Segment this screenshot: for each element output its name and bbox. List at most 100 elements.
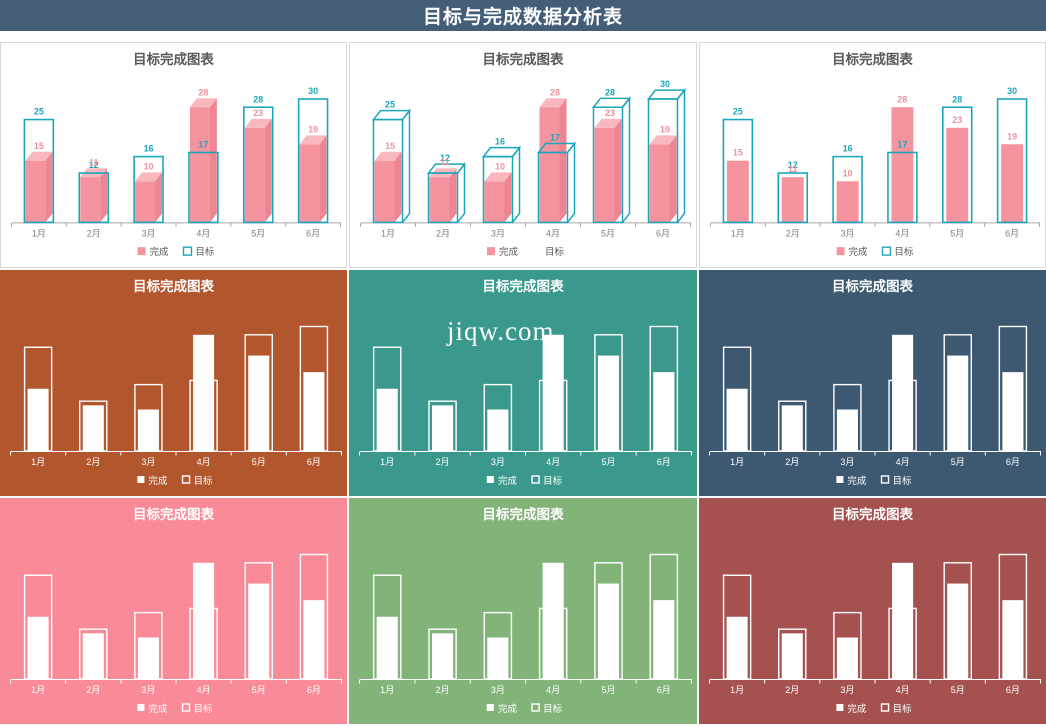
bar-completed-top-6月 [299, 135, 327, 145]
chart-panel-4[interactable]: 目标完成图表 1月 2月 3月 4月 5月 6月 完成 目标 [0, 270, 347, 496]
bar-completed-2月 [82, 633, 104, 679]
bar-completed-1月 [726, 616, 748, 679]
month-label-2月: 2月 [436, 457, 450, 467]
bar-completed-4月 [193, 562, 215, 679]
value-target-6月: 30 [308, 86, 318, 96]
legend-target-marker [880, 703, 890, 712]
box-target-3月 [833, 383, 862, 452]
chart-title: 目标完成图表 [832, 278, 914, 294]
box-target-side-3月 [511, 145, 521, 223]
bar-completed-side-5月 [264, 118, 272, 223]
bar-completed-4月 [891, 107, 914, 223]
bar-completed-front-4月 [189, 107, 210, 223]
box-target-6月 [996, 98, 1028, 224]
box-target-2月 [78, 172, 109, 224]
month-label-6月: 6月 [1005, 228, 1019, 238]
chart-panel-3[interactable]: 目标完成图表 25 15 1月 12 11 2月 16 10 3月 17 28 4月 28 23 5月 30 19… [699, 42, 1046, 268]
value-completed-2月: 11 [440, 157, 450, 167]
chart-panel-2[interactable]: 目标完成图表 25 15 1月 12 11 2月 16 10 3月 17 28 4月 28 23 5月 30 19… [349, 42, 697, 268]
bar-completed-4月 [542, 334, 564, 451]
legend-target-marker [531, 475, 540, 484]
chart-panel-7[interactable]: 目标完成图表 1月 2月 3月 4月 5月 6月 完成 目标 [0, 498, 347, 724]
bar-completed-front-3月 [484, 181, 505, 223]
box-target-5月 [943, 334, 972, 452]
value-target-3月: 16 [843, 144, 853, 154]
box-target-4月 [189, 379, 218, 452]
value-completed-2月: 11 [89, 157, 99, 167]
box-target-1月 [372, 574, 402, 680]
box-target-6月 [297, 98, 329, 224]
month-label-1月: 1月 [380, 685, 394, 695]
chart-panel-9[interactable]: 目标完成图表 1月 2月 3月 4月 5月 6月 完成 目标 [699, 498, 1046, 724]
box-target-1月 [722, 118, 754, 224]
month-label-4月: 4月 [546, 457, 560, 467]
chart-title: 目标完成图表 [482, 506, 564, 522]
bar-completed-side-1月 [394, 151, 402, 223]
chart-title: 目标完成图表 [133, 506, 215, 522]
bar-completed-3月 [836, 637, 858, 679]
legend-target-marker [881, 246, 892, 256]
legend-completed-marker [836, 704, 844, 711]
box-target-6月 [998, 553, 1028, 680]
month-label-2月: 2月 [436, 228, 450, 238]
bar-completed-5月 [947, 355, 969, 451]
value-target-3月: 16 [495, 137, 505, 147]
page-title: 目标与完成数据分析表 [422, 7, 623, 28]
box-target-5月 [943, 562, 972, 680]
box-target-2月 [778, 628, 807, 680]
value-completed-4月: 28 [897, 94, 907, 104]
month-label-1月: 1月 [731, 228, 745, 238]
legend-target-label: 目标 [545, 246, 565, 258]
box-target-5月 [594, 562, 623, 680]
month-label-6月: 6月 [306, 228, 320, 238]
chart-panel-1[interactable]: 目标完成图表 25 15 1月 12 11 2月 16 10 3月 17 28 4月 28 23 5月 30 19… [0, 42, 347, 268]
value-completed-2月: 11 [788, 164, 798, 174]
value-completed-5月: 23 [952, 115, 962, 125]
chart-title: 目标完成图表 [483, 51, 565, 67]
legend-completed-marker [137, 476, 145, 483]
bar-completed-1月 [726, 388, 748, 451]
bar-completed-3月 [487, 637, 509, 679]
value-completed-3月: 10 [843, 168, 853, 178]
bar-completed-front-6月 [649, 144, 670, 223]
bar-completed-side-6月 [669, 135, 677, 223]
value-completed-3月: 10 [495, 161, 505, 171]
bar-completed-5月 [248, 583, 270, 679]
chart-panel-6[interactable]: 目标完成图表 1月 2月 3月 4月 5月 6月 完成 目标 [699, 270, 1046, 496]
bar-completed-6月 [303, 372, 325, 451]
bar-completed-2月 [431, 405, 454, 451]
bar-completed-6月 [653, 372, 675, 451]
bar-completed-2月 [82, 405, 104, 451]
bar-completed-side-3月 [504, 172, 512, 223]
box-target-2月 [79, 628, 108, 680]
bar-completed-2月 [781, 177, 804, 223]
bar-completed-6月 [1002, 600, 1024, 679]
month-label-4月: 4月 [546, 685, 560, 695]
legend-completed-label: 完成 [148, 703, 168, 715]
legend-completed-marker [486, 704, 494, 711]
chart-panel-8[interactable]: 目标完成图表 1月 2月 3月 4月 5月 6月 完成 目标 [349, 498, 697, 724]
bar-completed-top-3月 [135, 172, 163, 182]
legend-target-label: 目标 [194, 475, 214, 487]
bar-completed-3月 [137, 637, 159, 679]
value-completed-4月: 28 [550, 87, 560, 97]
legend-completed-marker [137, 247, 146, 256]
box-target-6月 [649, 325, 679, 452]
legend-completed-marker [137, 704, 145, 711]
legend-completed-marker [486, 476, 494, 483]
legend-completed-marker [487, 247, 495, 256]
bar-completed-6月 [303, 600, 325, 679]
legend-completed-label: 完成 [499, 246, 519, 258]
bar-completed-side-2月 [449, 168, 457, 223]
month-label-6月: 6月 [657, 685, 671, 695]
chart-title: 目标完成图表 [832, 51, 913, 67]
value-completed-1月: 15 [733, 148, 743, 158]
chart-panel-5[interactable]: 目标完成图表 1月 2月 3月 4月 5月 6月 完成 目标 [349, 270, 697, 496]
legend-target-label: 目标 [194, 703, 214, 715]
month-label-5月: 5月 [950, 228, 964, 238]
month-label-1月: 1月 [381, 228, 395, 238]
box-target-6月 [998, 325, 1028, 452]
